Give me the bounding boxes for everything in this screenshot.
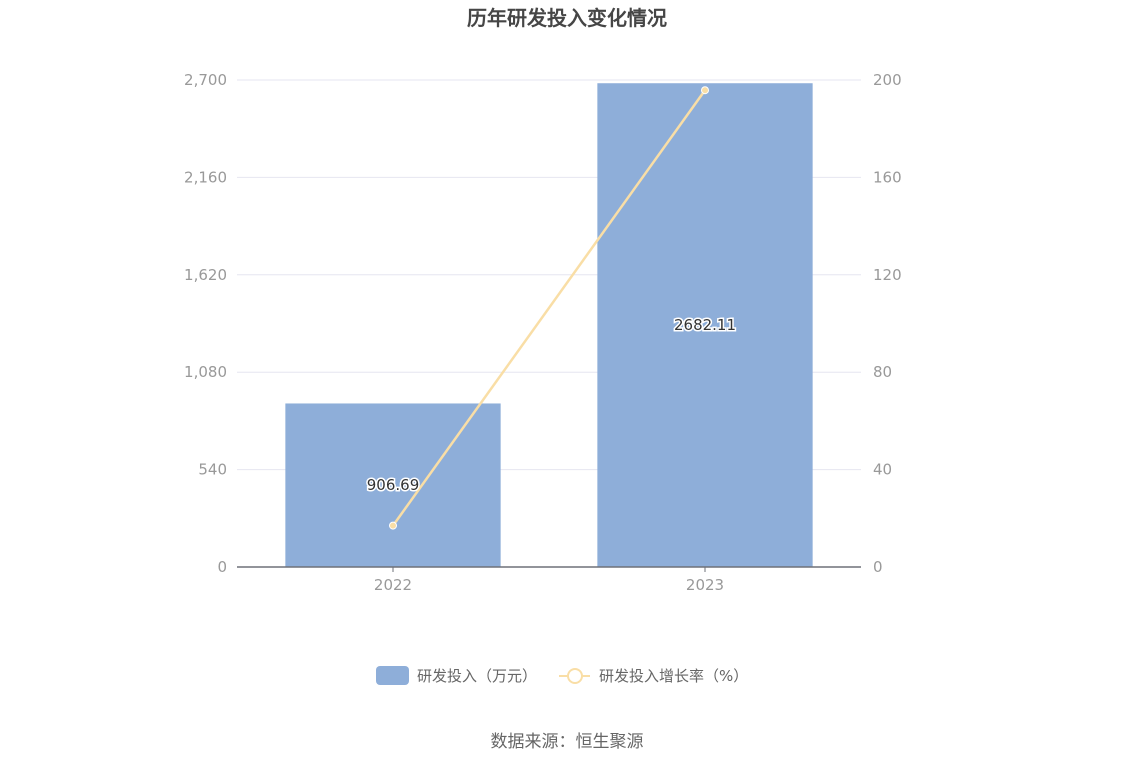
bar-2023 [597, 83, 813, 567]
bars [285, 83, 813, 567]
growth-point-2022 [389, 521, 397, 530]
bar-value-label: 906.69 [367, 476, 420, 494]
legend-bar-swatch [376, 666, 409, 685]
growth-line [389, 86, 709, 530]
x-tick-label: 2023 [686, 576, 724, 594]
growth-point-2023 [701, 86, 709, 95]
legend-line-marker [567, 668, 583, 684]
legend-line-label: 研发投入增长率（%） [599, 667, 748, 685]
y-right-tick-label: 200 [873, 71, 902, 89]
y-right-tick-label: 0 [873, 558, 883, 576]
bar-2022 [285, 403, 501, 567]
legend: 研发投入（万元） 研发投入增长率（%） [376, 666, 748, 685]
y-right-tick-label: 40 [873, 461, 892, 479]
y-left-tick-label: 540 [198, 461, 227, 479]
y-left-tick-label: 2,700 [184, 71, 227, 89]
y-right-tick-label: 160 [873, 168, 902, 186]
data-source: 数据来源：恒生聚源 [491, 732, 644, 752]
bar-value-label: 2682.11 [674, 316, 736, 334]
data-labels: 906.69 2682.11 [365, 315, 737, 496]
y-right-tick-label: 120 [873, 266, 902, 284]
axes: 0 540 1,080 1,620 2,160 2,700 0 40 80 120 160 200 20… [184, 71, 902, 594]
y-left-tick-label: 2,160 [184, 168, 227, 186]
legend-bar-label: 研发投入（万元） [417, 667, 537, 685]
chart-title: 历年研发投入变化情况 [467, 6, 667, 30]
y-right-tick-label: 80 [873, 363, 892, 381]
y-left-tick-label: 0 [217, 558, 227, 576]
x-tick-label: 2022 [374, 576, 412, 594]
y-left-tick-label: 1,620 [184, 266, 227, 284]
growth-line-path [391, 89, 707, 527]
y-left-tick-label: 1,080 [184, 363, 227, 381]
